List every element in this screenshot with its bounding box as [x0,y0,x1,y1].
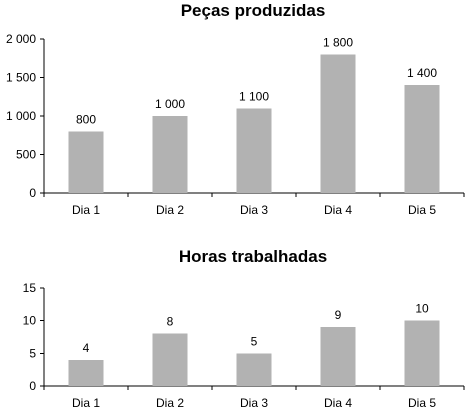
data-label: 4 [83,341,90,355]
bars [68,54,440,194]
x-tick-label: Dia 3 [240,396,268,410]
x-tick-label: Dia 3 [240,203,268,217]
bar [68,131,104,193]
labels: Dia 1 4 Dia 2 8 Dia 3 5 Dia 4 9 Dia 5 10 [72,302,436,410]
bar [68,359,104,386]
y-tick-label: 0 [29,186,36,200]
x-tick-label: Dia 5 [408,203,436,217]
x-tick-label: Dia 4 [324,396,352,410]
chart-title: Peças produzidas [181,1,326,20]
data-label: 1 800 [323,35,353,49]
x-tick-label: Dia 2 [156,396,184,410]
data-label: 1 100 [239,89,269,103]
chart-title: Horas trabalhadas [179,247,327,266]
bar [404,320,440,386]
bars [68,320,440,386]
y-tick-label: 0 [29,379,36,393]
x-tick-label: Dia 1 [72,396,100,410]
data-label: 9 [335,308,342,322]
data-label: 10 [415,302,429,316]
x-tick-label: Dia 5 [408,396,436,410]
axes: 0 500 1 000 1 500 2 000 [6,32,465,200]
data-label: 800 [76,112,96,126]
data-label: 5 [251,334,258,348]
data-label: 1 000 [155,97,185,111]
bar [152,333,188,386]
labels: Dia 1 800 Dia 2 1 000 Dia 3 1 100 Dia 4 1 800 Di… [72,35,437,217]
chart-pecas-produzidas: Peças produzidas 0 500 1 000 1 500 2 000 Dia… [6,1,465,217]
x-tick-label: Dia 4 [324,203,352,217]
y-tick-label: 1 000 [6,109,36,123]
bar [236,108,272,193]
data-label: 1 400 [407,66,437,80]
x-tick-label: Dia 1 [72,203,100,217]
y-tick-label: 2 000 [6,32,36,46]
bar [404,85,440,193]
y-tick-label: 1 500 [6,71,36,85]
y-tick-label: 10 [23,314,37,328]
bar [320,54,356,194]
y-tick-label: 500 [16,148,36,162]
y-tick-label: 5 [29,346,36,360]
bar [320,327,356,386]
data-label: 8 [167,315,174,329]
y-tick-label: 15 [23,281,37,295]
bar [236,353,272,386]
bar [152,116,188,193]
x-tick-label: Dia 2 [156,203,184,217]
